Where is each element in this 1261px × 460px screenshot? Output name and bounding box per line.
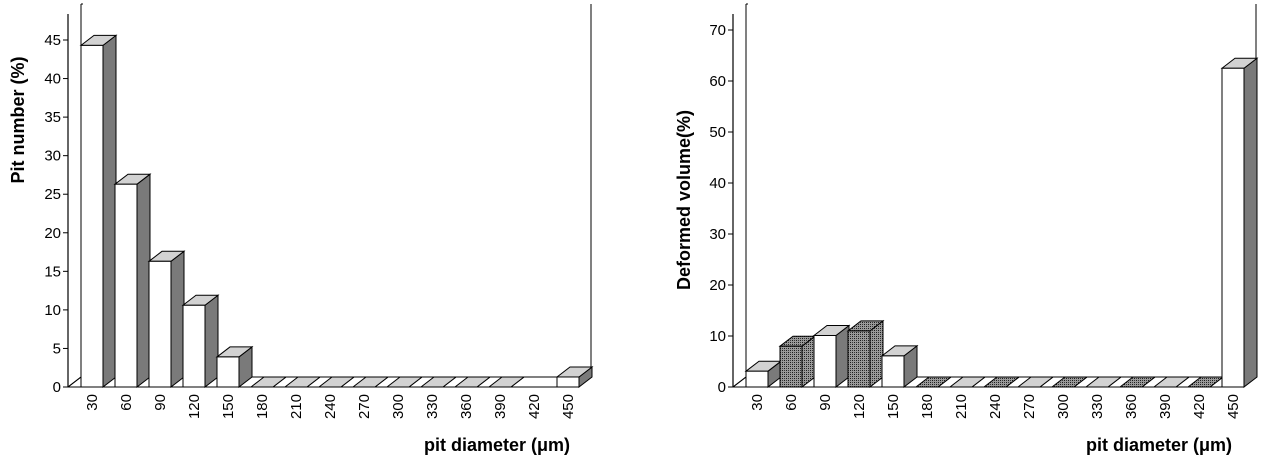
x-tick-label: 210 bbox=[288, 394, 305, 419]
y-tick-label: 20 bbox=[709, 277, 726, 294]
bar-top bbox=[385, 376, 424, 388]
x-tick-label: 150 bbox=[885, 394, 902, 419]
y-tick-label: 15 bbox=[44, 263, 61, 280]
x-tick-label: 390 bbox=[492, 394, 509, 419]
x-tick-label: 30 bbox=[749, 394, 766, 411]
bar-top bbox=[1016, 376, 1055, 388]
bar-top bbox=[948, 376, 987, 388]
x-tick-label: 330 bbox=[1089, 394, 1106, 419]
x-tick-label: 270 bbox=[1021, 394, 1038, 419]
y-tick-label: 5 bbox=[53, 340, 61, 357]
floor-edge bbox=[67, 376, 82, 388]
bar bbox=[80, 44, 104, 388]
bar-top bbox=[487, 376, 526, 388]
bar-top bbox=[453, 376, 492, 388]
bar-top bbox=[1118, 376, 1157, 388]
x-tick-label: 240 bbox=[322, 394, 339, 419]
x-tick-label: 210 bbox=[953, 394, 970, 419]
bar-top bbox=[1084, 376, 1123, 388]
y-tick-label: 40 bbox=[44, 71, 61, 88]
x-tick-label: 120 bbox=[186, 394, 203, 419]
bar-top bbox=[317, 376, 356, 388]
bar bbox=[881, 355, 905, 388]
bar bbox=[114, 183, 138, 388]
x-tick-label: 240 bbox=[987, 394, 1004, 419]
x-axis-title: pit diameter (μm) bbox=[1086, 435, 1232, 455]
pit-number-chart: Pit number (%) pit diameter (μm) 0 5 10 15 2… bbox=[8, 3, 594, 455]
x-tick-label: 360 bbox=[1123, 394, 1140, 419]
x-tick-label: 90 bbox=[817, 394, 834, 411]
y-tick-label: 10 bbox=[44, 302, 61, 319]
bar bbox=[1221, 67, 1245, 388]
bar-side bbox=[835, 324, 850, 389]
bar bbox=[148, 260, 172, 388]
bar-side bbox=[869, 319, 884, 389]
y-axis-title: Deformed volume(%) bbox=[674, 110, 694, 290]
bar bbox=[182, 304, 206, 388]
y-tick-label: 70 bbox=[709, 22, 726, 39]
bar-top bbox=[1050, 376, 1089, 388]
x-tick-label: 420 bbox=[1191, 394, 1208, 419]
bar-top bbox=[1152, 376, 1191, 388]
bar bbox=[847, 330, 871, 388]
back-wall bbox=[745, 4, 1257, 378]
bar bbox=[813, 334, 837, 388]
x-tick-label: 60 bbox=[118, 394, 135, 411]
bar-top bbox=[419, 376, 458, 388]
y-tick-label: 10 bbox=[709, 328, 726, 345]
x-tick-label: 450 bbox=[1225, 394, 1242, 419]
y-tick-label: 0 bbox=[53, 379, 61, 396]
x-tick-label: 180 bbox=[254, 394, 271, 419]
bar-top bbox=[283, 376, 322, 388]
bar bbox=[745, 370, 769, 388]
x-tick-label: 90 bbox=[152, 394, 169, 411]
y-tick-label: 20 bbox=[44, 225, 61, 242]
bar-top bbox=[982, 376, 1021, 388]
x-tick-label: 300 bbox=[390, 394, 407, 419]
x-tick-label: 180 bbox=[919, 394, 936, 419]
bar-top bbox=[249, 376, 288, 388]
bar-top bbox=[351, 376, 390, 388]
y-tick-label: 30 bbox=[44, 148, 61, 165]
x-tick-label: 60 bbox=[783, 394, 800, 411]
deformed-volume-chart: Deformed volume(%) pit diameter (μm) 0 10… bbox=[674, 3, 1259, 455]
x-tick-label: 450 bbox=[560, 394, 577, 419]
x-tick-label: 330 bbox=[424, 394, 441, 419]
bar-side bbox=[204, 294, 219, 389]
x-tick-label: 270 bbox=[356, 394, 373, 419]
x-axis-title: pit diameter (μm) bbox=[424, 435, 570, 455]
y-tick-label: 50 bbox=[709, 124, 726, 141]
x-tick-label: 150 bbox=[220, 394, 237, 419]
y-tick-label: 60 bbox=[709, 73, 726, 90]
x-tick-label: 120 bbox=[851, 394, 868, 419]
bar bbox=[216, 356, 240, 388]
bar bbox=[779, 345, 803, 388]
y-tick-label: 35 bbox=[44, 109, 61, 126]
bar-side bbox=[102, 34, 117, 389]
x-tick-label: 300 bbox=[1055, 394, 1072, 419]
bar-side bbox=[1243, 57, 1258, 389]
bar-top bbox=[914, 376, 953, 388]
bar bbox=[556, 376, 580, 388]
bar-side bbox=[136, 173, 151, 389]
y-axis-title: Pit number (%) bbox=[8, 56, 28, 183]
y-tick-label: 25 bbox=[44, 186, 61, 203]
floor-edge bbox=[732, 376, 747, 388]
x-tick-label: 390 bbox=[1157, 394, 1174, 419]
bar-side bbox=[170, 250, 185, 389]
y-tick-label: 40 bbox=[709, 175, 726, 192]
x-tick-label: 360 bbox=[458, 394, 475, 419]
x-tick-label: 30 bbox=[84, 394, 101, 411]
x-tick-label: 420 bbox=[526, 394, 543, 419]
y-tick-label: 45 bbox=[44, 32, 61, 49]
y-tick-label: 0 bbox=[718, 379, 726, 396]
y-tick-label: 30 bbox=[709, 226, 726, 243]
